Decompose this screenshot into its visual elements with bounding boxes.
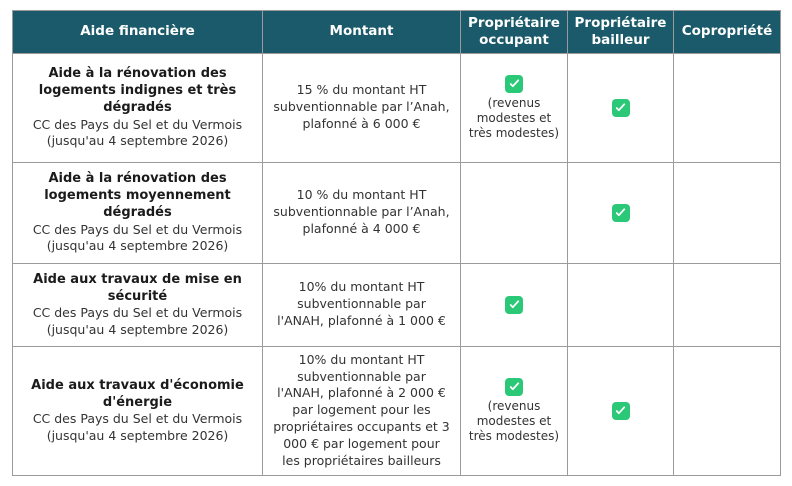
- owner-occupant-cell: (revenus modestes et très modestes): [460, 345, 568, 476]
- aid-validity: (jusqu'au 4 septembre 2026): [46, 238, 229, 254]
- amount-cell: 10% du montant HT subventionnable par l'…: [262, 345, 461, 476]
- checkbox-checked-icon: [505, 377, 523, 396]
- aid-organization: CC des Pays du Sel et du Vermois: [32, 411, 243, 427]
- aid-validity: (jusqu'au 4 septembre 2026): [46, 321, 229, 337]
- aid-title: Aide aux travaux de mise en sécurité: [33, 271, 242, 304]
- column-header-proprietaire-bailleur: Propriétaire bailleur: [567, 10, 674, 54]
- checkbox-checked-icon: [505, 295, 523, 314]
- aid-organization: CC des Pays du Sel et du Vermois: [32, 221, 243, 237]
- coownership-cell: [673, 161, 781, 264]
- owner-occupant-cell: [460, 161, 568, 264]
- column-header-copropriete: Copropriété: [673, 10, 781, 54]
- checkbox-checked-icon: [611, 203, 630, 222]
- coownership-cell: [673, 262, 781, 347]
- table-row: Aide aux travaux de mise en sécurité CC …: [12, 262, 781, 347]
- aid-title: Aide à la rénovation des logements moyen…: [44, 171, 231, 220]
- checkbox-checked-icon: [611, 98, 630, 117]
- checkbox-checked-icon: [505, 74, 523, 93]
- checkbox-note: (revenus modestes et très modestes): [468, 398, 560, 443]
- aid-title: Aide à la rénovation des logements indig…: [38, 66, 237, 115]
- aid-cell: Aide à la rénovation des logements moyen…: [12, 161, 263, 264]
- owner-landlord-cell: [567, 262, 674, 347]
- table-row: Aide à la rénovation des logements moyen…: [12, 161, 781, 264]
- column-header-proprietaire-occupant: Propriétaire occupant: [460, 10, 568, 54]
- column-header-montant: Montant: [262, 10, 461, 54]
- owner-landlord-cell: [567, 345, 674, 476]
- coownership-cell: [673, 52, 781, 163]
- header-row: Aide financière Montant Propriétaire occ…: [12, 10, 781, 54]
- coownership-cell: [673, 345, 781, 476]
- checkbox-note: (revenus modestes et très modestes): [468, 95, 560, 140]
- table-row: Aide à la rénovation des logements indig…: [12, 52, 781, 163]
- checkbox-checked-icon: [611, 401, 630, 420]
- aid-organization: CC des Pays du Sel et du Vermois: [32, 305, 243, 321]
- aid-validity: (jusqu'au 4 septembre 2026): [46, 133, 229, 149]
- aid-validity: (jusqu'au 4 septembre 2026): [46, 427, 229, 443]
- column-header-aide-financiere: Aide financière: [12, 10, 263, 54]
- owner-landlord-cell: [567, 161, 674, 264]
- owner-occupant-cell: (revenus modestes et très modestes): [460, 52, 568, 163]
- aid-cell: Aide aux travaux d'économie d'énergie CC…: [12, 345, 263, 476]
- aid-cell: Aide aux travaux de mise en sécurité CC …: [12, 262, 263, 347]
- amount-cell: 10% du montant HT subventionnable par l'…: [262, 262, 461, 347]
- aid-cell: Aide à la rénovation des logements indig…: [12, 52, 263, 163]
- aid-title: Aide aux travaux d'économie d'énergie: [31, 377, 244, 410]
- table-row: Aide aux travaux d'économie d'énergie CC…: [12, 345, 781, 476]
- aid-organization: CC des Pays du Sel et du Vermois: [32, 116, 243, 132]
- owner-occupant-cell: [460, 262, 568, 347]
- amount-cell: 15 % du montant HT subventionnable par l…: [262, 52, 461, 163]
- amount-cell: 10 % du montant HT subventionnable par l…: [262, 161, 461, 264]
- financial-aid-table: Aide financière Montant Propriétaire occ…: [12, 10, 781, 476]
- owner-landlord-cell: [567, 52, 674, 163]
